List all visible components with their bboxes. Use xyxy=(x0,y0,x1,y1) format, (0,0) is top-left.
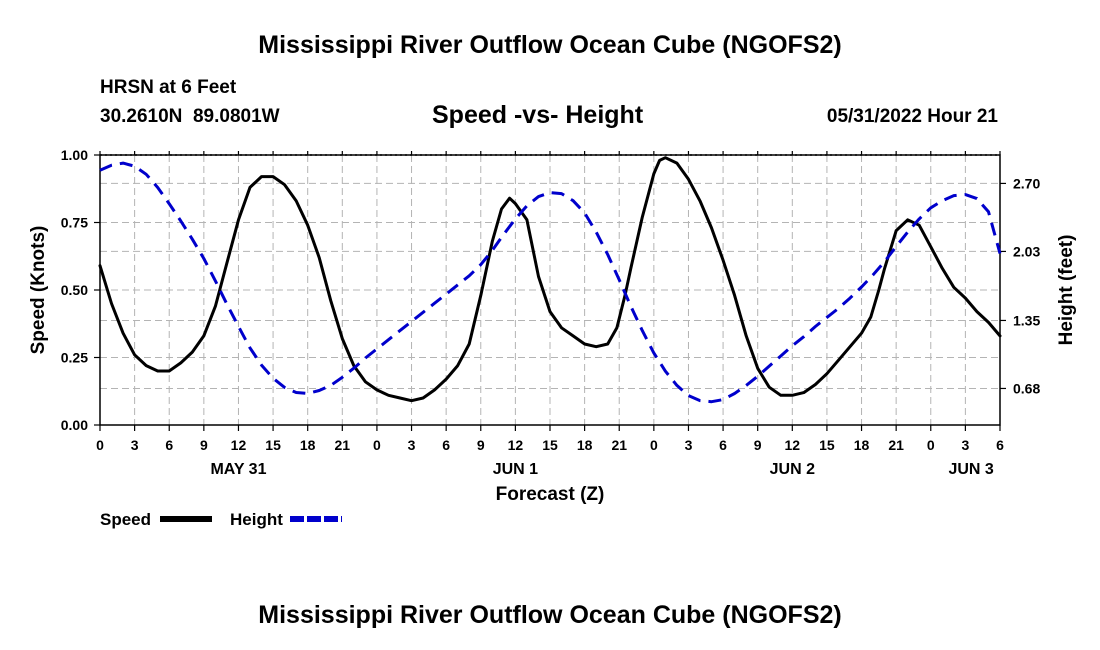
x-tick-label: 21 xyxy=(335,437,351,453)
speed-series-line xyxy=(98,156,1002,403)
y-axis-label: Speed (Knots) xyxy=(28,226,49,355)
x-date-label: JUN 2 xyxy=(770,461,815,478)
x-tick-label: 12 xyxy=(231,437,247,453)
x-tick-label: 6 xyxy=(719,437,727,453)
y2-tick-label: 1.35 xyxy=(1013,312,1040,328)
x-tick-label: 21 xyxy=(888,437,904,453)
x-tick-label: 15 xyxy=(819,437,835,453)
footer-title: Mississippi River Outflow Ocean Cube (NG… xyxy=(258,601,842,629)
x-tick-label: 6 xyxy=(996,437,1004,453)
legend-height-label: Height xyxy=(230,510,283,529)
x-tick-label: 18 xyxy=(577,437,593,453)
x-tick-label: 18 xyxy=(300,437,316,453)
y2-tick-label: 2.70 xyxy=(1013,175,1040,191)
x-tick-label: 3 xyxy=(408,437,416,453)
x-tick-label: 6 xyxy=(165,437,173,453)
station-coordinates: 30.2610N 89.0801W xyxy=(100,106,280,127)
series-lines xyxy=(98,156,1002,404)
x-tick-label: 15 xyxy=(542,437,558,453)
legend-speed-label: Speed xyxy=(100,510,151,529)
y-tick-label: 0.00 xyxy=(61,417,88,433)
x-tick-label: 21 xyxy=(611,437,627,453)
x-date-label: MAY 31 xyxy=(210,461,266,478)
x-tick-label: 0 xyxy=(373,437,381,453)
x-date-label: JUN 3 xyxy=(948,461,993,478)
y-tick-label: 0.25 xyxy=(61,350,88,366)
y2-tick-label: 2.03 xyxy=(1013,243,1040,259)
y2-axis-label: Height (feet) xyxy=(1056,235,1077,346)
x-tick-label: 15 xyxy=(265,437,281,453)
x-tick-label: 0 xyxy=(927,437,935,453)
page-title: Mississippi River Outflow Ocean Cube (NG… xyxy=(258,31,842,59)
y-tick-label: 1.00 xyxy=(61,147,88,163)
station-name: HRSN at 6 Feet xyxy=(100,77,237,98)
axis-labels: 0 3 6 9 12 15 18 21 0 3 6 9 12 15 18 21 0 3 6 9 12 15 18 21 0 3 6 0… xyxy=(61,147,1041,478)
x-tick-label: 18 xyxy=(854,437,870,453)
legend: Speed Height xyxy=(100,510,342,529)
x-tick-label: 3 xyxy=(685,437,693,453)
grid-lines xyxy=(100,155,1000,425)
x-tick-label: 9 xyxy=(200,437,208,453)
y-tick-label: 0.75 xyxy=(61,215,88,231)
x-tick-label: 9 xyxy=(477,437,485,453)
x-tick-label: 3 xyxy=(131,437,139,453)
y2-tick-label: 0.68 xyxy=(1013,380,1040,396)
x-axis-label: Forecast (Z) xyxy=(496,484,605,505)
x-tick-label: 12 xyxy=(785,437,801,453)
height-series-line xyxy=(99,161,1002,404)
x-tick-label: 6 xyxy=(442,437,450,453)
x-tick-label: 0 xyxy=(96,437,104,453)
x-tick-label: 9 xyxy=(754,437,762,453)
chart-title: Speed -vs- Height xyxy=(432,101,644,129)
forecast-timestamp: 05/31/2022 Hour 21 xyxy=(826,106,998,127)
y-tick-label: 0.50 xyxy=(61,282,88,298)
x-tick-label: 3 xyxy=(961,437,969,453)
x-tick-label: 0 xyxy=(650,437,658,453)
x-tick-label: 12 xyxy=(508,437,524,453)
axis-ticks xyxy=(94,151,1006,431)
x-date-label: JUN 1 xyxy=(493,461,538,478)
